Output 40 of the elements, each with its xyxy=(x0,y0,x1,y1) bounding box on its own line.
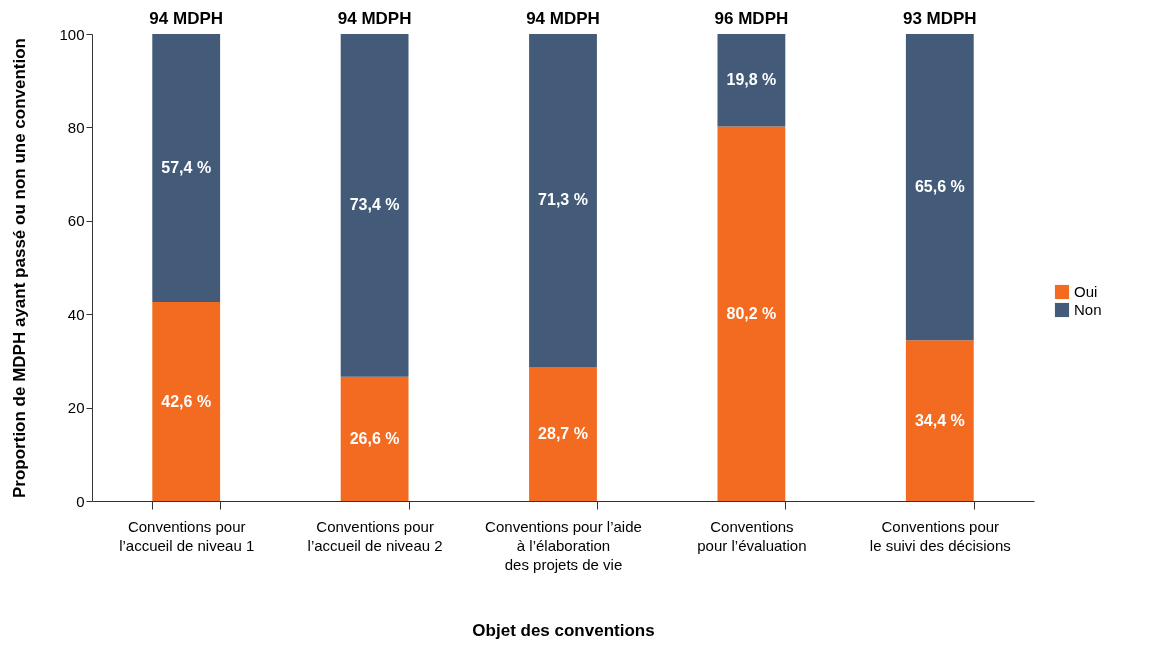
y-tick-label: 60 xyxy=(67,212,85,230)
bar xyxy=(717,34,786,127)
annotation: 93 MDPH xyxy=(902,9,977,28)
y-axis-title: Proportion de MDPH ayant passé ou non une convention xyxy=(10,38,30,498)
annotation: 94 MDPH xyxy=(526,9,600,28)
legend-label: Non xyxy=(1074,301,1102,318)
annotation: 94 MDPH xyxy=(149,9,224,28)
x-tick-label: Conventions pour l’accueil de niveau 1 xyxy=(119,517,255,554)
bar xyxy=(152,302,221,501)
y-tick-label: 0 xyxy=(76,492,85,510)
data-label: 73,4 % xyxy=(349,196,400,214)
x-axis-title: Objet des conventions xyxy=(472,620,655,640)
data-label: 71,3 % xyxy=(538,191,588,209)
annotation: 96 MDPH xyxy=(714,9,789,28)
x-tick-label: Conventions pour l’aide à l’élaboration des projets de vie xyxy=(485,517,642,573)
y-tick-label: 20 xyxy=(67,399,85,417)
data-label: 19,8 % xyxy=(726,71,777,89)
bar xyxy=(340,376,409,501)
data-label: 34,4 % xyxy=(914,411,965,429)
bar xyxy=(529,34,597,367)
data-label: 65,6 % xyxy=(914,178,965,196)
x-tick-label: Conventions pour l’évaluation xyxy=(697,517,807,554)
y-tick-label: 80 xyxy=(67,118,85,136)
y-tick-label: 40 xyxy=(67,305,85,323)
x-tick-label: Conventions pour le suivi des décisions xyxy=(869,517,1011,554)
bar xyxy=(717,126,786,501)
x-tick-label: Conventions pour l’accueil de niveau 2 xyxy=(307,517,443,554)
data-label: 28,7 % xyxy=(538,424,588,442)
y-tick-label: 100 xyxy=(59,25,85,43)
bar xyxy=(529,366,597,501)
bar xyxy=(905,34,974,341)
annotation: 94 MDPH xyxy=(337,9,412,28)
data-label: 57,4 % xyxy=(161,159,212,177)
bar xyxy=(152,34,221,303)
bar xyxy=(340,34,409,377)
data-label: 80,2 % xyxy=(726,304,777,322)
data-label: 26,6 % xyxy=(349,429,400,447)
bar xyxy=(905,340,974,501)
legend-label: Oui xyxy=(1074,283,1098,300)
data-label: 42,6 % xyxy=(161,392,212,410)
